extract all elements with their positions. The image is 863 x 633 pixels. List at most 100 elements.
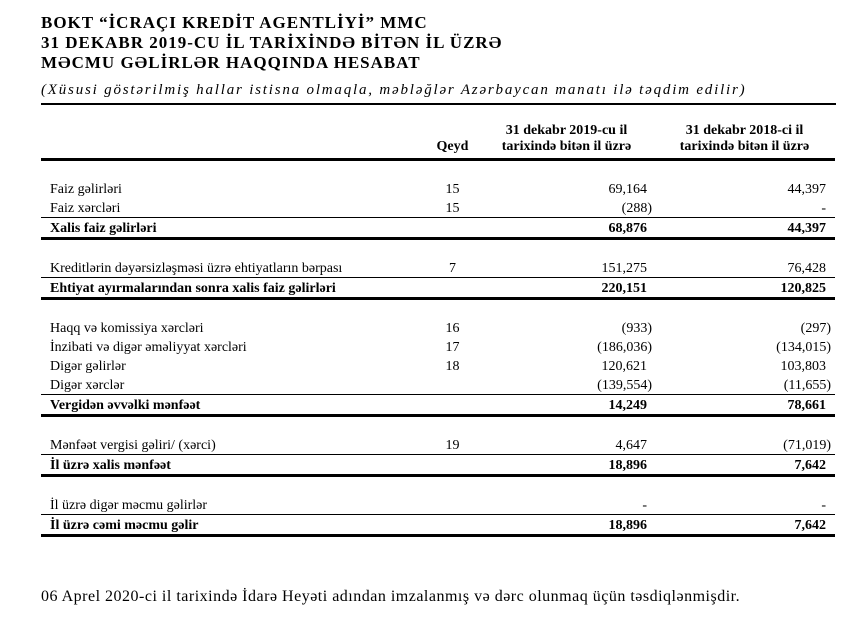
row-label: İnzibati və digər əməliyyat xərcləri <box>41 337 426 356</box>
row-label-text: Ehtiyat ayırmalarından sonra xalis faiz … <box>50 281 336 296</box>
row-value-2018: 76,428 <box>654 258 835 278</box>
row-value-2019-text: 69,164 <box>608 182 648 197</box>
row-value-2019: 69,164 <box>479 179 654 198</box>
row-label-text: Digər xərclər <box>50 378 125 393</box>
row-value-2019: 68,876 <box>479 217 654 240</box>
row-label: İl üzrə cəmi məcmu gəlir <box>41 514 426 537</box>
row-value-2019-text: (186,036) <box>597 340 652 355</box>
row-note-ref: 16 <box>426 318 479 337</box>
row-label-text: İl üzrə cəmi məcmu gəlir <box>50 518 199 533</box>
table-row: Mənfəət vergisi gəliri/ (xərci) 19 4,647 (7… <box>41 435 835 455</box>
row-value-2019: 4,647 <box>479 435 654 455</box>
row-note-ref: 18 <box>426 356 479 375</box>
row-value-2018-text: 44,397 <box>787 221 827 236</box>
row-label-text: Kreditlərin dəyərsizləşməsi üzrə ehtiyat… <box>50 261 343 276</box>
row-value-2018-text: - <box>821 201 826 216</box>
row-value-2019: - <box>479 495 654 515</box>
row-note-ref: 7 <box>426 258 479 278</box>
row-note-ref <box>426 217 479 240</box>
row-label: Digər gəlirlər <box>41 356 426 375</box>
row-value-2019-text: 4,647 <box>615 438 648 453</box>
row-value-2019-text: 120,621 <box>601 359 648 374</box>
row-label: Vergidən əvvəlki mənfəət <box>41 394 426 417</box>
row-note-ref: 17 <box>426 337 479 356</box>
row-value-2019-text: 68,876 <box>608 221 648 236</box>
spacer-row <box>41 476 835 496</box>
row-label: Faiz xərcləri <box>41 198 426 218</box>
col-header-note: Qeyd <box>426 105 479 161</box>
row-label-text: Faiz gəlirləri <box>50 182 122 197</box>
row-label: Faiz gəlirləri <box>41 179 426 198</box>
row-value-2018-text: (297) <box>800 321 831 336</box>
row-note-ref <box>426 375 479 395</box>
report-title-line-1: BOKT “İCRAÇI KREDİT AGENTLİYİ” MMC <box>41 13 428 32</box>
col-header-2018: 31 dekabr 2018-ci il tarixində bitən il … <box>654 105 835 161</box>
table-body: Faiz gəlirləri 15 69,164 44,397 Faiz xərclər… <box>41 160 835 537</box>
spacer-row <box>41 416 835 436</box>
report-title-line-2: 31 DEKABR 2019-CU İL TARİXİNDƏ BİTƏN İL … <box>41 33 503 52</box>
report-page: BOKT “İCRAÇI KREDİT AGENTLİYİ” MMC 31 DE… <box>41 13 836 605</box>
row-label: İl üzrə xalis mənfəət <box>41 454 426 477</box>
table-row: Haqq və komissiya xərcləri 16 (933) (297) <box>41 318 835 337</box>
spacer-cell <box>41 476 835 496</box>
row-note-ref: 19 <box>426 435 479 455</box>
row-label-text: Mənfəət vergisi gəliri/ (xərci) <box>50 438 216 453</box>
row-label-text: Haqq və komissiya xərcləri <box>50 321 204 336</box>
row-value-2019-text: 18,896 <box>608 518 648 533</box>
spacer-row <box>41 299 835 319</box>
row-value-2018-text: 76,428 <box>787 261 827 276</box>
row-label-text: İl üzrə xalis mənfəət <box>50 458 171 473</box>
row-value-2018-text: - <box>821 498 826 513</box>
row-value-2018-text: (11,655) <box>783 378 831 393</box>
table-row: Vergidən əvvəlki mənfəət 14,249 78,661 <box>41 394 835 417</box>
spacer-cell <box>41 416 835 436</box>
row-label: İl üzrə digər məcmu gəlirlər <box>41 495 426 515</box>
table-header: Qeyd 31 dekabr 2019-cu il tarixində bitə… <box>41 105 835 161</box>
row-value-2019-text: - <box>642 498 647 513</box>
row-value-2019: 151,275 <box>479 258 654 278</box>
row-note-ref-text: 19 <box>445 438 460 453</box>
col-header-2019: 31 dekabr 2019-cu il tarixində bitən il … <box>479 105 654 161</box>
table-row: Digər xərclər (139,554) (11,655) <box>41 375 835 395</box>
row-value-2018-text: (71,019) <box>783 438 831 453</box>
report-title: BOKT “İCRAÇI KREDİT AGENTLİYİ” MMC 31 DE… <box>41 13 836 73</box>
row-value-2018: - <box>654 495 835 515</box>
row-note-ref <box>426 514 479 537</box>
col-header-empty <box>41 105 426 161</box>
table-row: Faiz xərcləri 15 (288) - <box>41 198 835 218</box>
row-value-2018-text: 103,803 <box>780 359 827 374</box>
row-label-text: Faiz xərcləri <box>50 201 121 216</box>
row-label: Mənfəət vergisi gəliri/ (xərci) <box>41 435 426 455</box>
spacer-cell <box>41 239 835 259</box>
row-value-2018: - <box>654 198 835 218</box>
row-value-2018: 120,825 <box>654 277 835 300</box>
report-title-line-3: MƏCMU GƏLİRLƏR HAQQINDA HESABAT <box>41 53 421 72</box>
row-label-text: İl üzrə digər məcmu gəlirlər <box>50 498 208 513</box>
row-label: Ehtiyat ayırmalarından sonra xalis faiz … <box>41 277 426 300</box>
row-value-2018-text: 7,642 <box>794 518 827 533</box>
row-note-ref-text: 16 <box>445 321 460 336</box>
row-label-text: Xalis faiz gəlirləri <box>50 221 157 236</box>
row-value-2018-text: 120,825 <box>780 281 827 296</box>
spacer-row <box>41 160 835 180</box>
row-note-ref <box>426 277 479 300</box>
row-value-2018: 44,397 <box>654 217 835 240</box>
row-value-2018: 78,661 <box>654 394 835 417</box>
row-value-2019: 18,896 <box>479 454 654 477</box>
row-note-ref-text: 18 <box>445 359 460 374</box>
table-row: Digər gəlirlər 18 120,621 103,803 <box>41 356 835 375</box>
row-note-ref <box>426 394 479 417</box>
row-note-ref <box>426 495 479 515</box>
row-value-2018-text: (134,015) <box>776 340 831 355</box>
row-value-2019: 18,896 <box>479 514 654 537</box>
row-label-text: Vergidən əvvəlki mənfəət <box>50 398 201 413</box>
table-header-row: Qeyd 31 dekabr 2019-cu il tarixində bitə… <box>41 105 835 161</box>
report-subtitle: (Xüsusi göstərilmiş hallar istisna olmaq… <box>41 83 836 105</box>
row-value-2019-text: (288) <box>621 201 652 216</box>
row-value-2019: (186,036) <box>479 337 654 356</box>
spacer-cell <box>41 299 835 319</box>
row-value-2018: (71,019) <box>654 435 835 455</box>
row-value-2019: 120,621 <box>479 356 654 375</box>
row-value-2018: (11,655) <box>654 375 835 395</box>
table-row: İl üzrə cəmi məcmu gəlir 18,896 7,642 <box>41 514 835 537</box>
